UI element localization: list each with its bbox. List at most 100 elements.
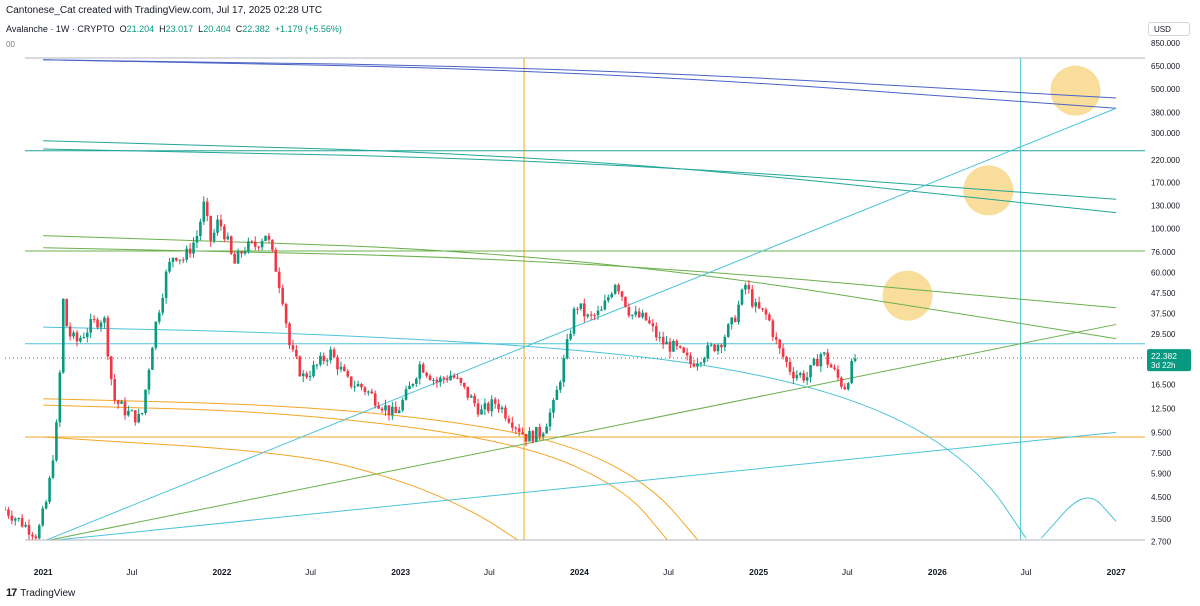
candle-223	[768, 312, 771, 322]
candle-170	[586, 313, 590, 319]
candle-137	[473, 393, 476, 407]
candle-158	[545, 423, 548, 434]
y-tick-label-11: 47.500	[1151, 289, 1176, 298]
candle-32	[113, 373, 116, 405]
trend-line-0	[45, 107, 1117, 540]
high-value: 23.017	[165, 24, 194, 34]
candle-body	[370, 391, 374, 394]
candle-body	[565, 339, 569, 359]
candle-body	[55, 422, 58, 461]
footer-brand[interactable]: 17 TradingView	[6, 587, 75, 599]
candle-71	[247, 237, 250, 254]
candle-132	[456, 373, 459, 380]
y-tick-label-9: 76.000	[1151, 248, 1176, 257]
candle-body	[538, 426, 542, 437]
candle-body	[17, 518, 21, 520]
candle-202	[696, 358, 699, 371]
candle-1	[7, 506, 10, 519]
candle-body	[617, 284, 620, 292]
candle-13	[48, 475, 51, 505]
candle-body	[644, 312, 648, 321]
candle-body	[699, 362, 703, 364]
candle-29	[103, 316, 106, 329]
arc-curve-8	[43, 398, 699, 540]
candle-133	[459, 377, 463, 386]
candle-body	[236, 251, 240, 264]
candle-body	[586, 314, 590, 317]
candle-213	[733, 315, 737, 323]
candle-69	[240, 250, 243, 258]
candle-body	[72, 332, 75, 337]
candle-149	[514, 426, 518, 435]
symbol-title[interactable]: Avalanche · 1W · CRYPTO	[6, 24, 115, 34]
y-tick-label-20: 3.500	[1151, 515, 1172, 524]
candle-body	[373, 393, 377, 406]
candle-244	[840, 376, 843, 390]
candle-189	[651, 319, 655, 332]
candle-21	[75, 329, 79, 347]
candle-body	[123, 401, 127, 416]
candle-19	[68, 322, 72, 341]
candle-205	[706, 341, 710, 362]
candle-77	[267, 233, 271, 244]
y-tick-label-6: 170.000	[1151, 178, 1180, 187]
candle-body	[24, 524, 27, 527]
candle-body	[624, 296, 627, 307]
candle-131	[452, 373, 456, 380]
candle-body	[435, 379, 439, 383]
candle-body	[819, 354, 823, 367]
candle-230	[792, 367, 795, 385]
candle-body	[277, 271, 281, 288]
candle-body	[816, 358, 819, 367]
candle-body	[394, 406, 398, 414]
candle-171	[589, 311, 593, 321]
candle-107	[370, 388, 374, 394]
candle-body	[658, 336, 662, 338]
candle-53	[185, 245, 188, 263]
candle-body	[391, 406, 394, 416]
candle-219	[754, 298, 757, 313]
candle-193	[665, 335, 668, 345]
candle-184	[634, 305, 638, 318]
candle-body	[51, 460, 55, 478]
candle-177	[610, 291, 614, 299]
candle-body	[151, 347, 154, 370]
candle-body	[596, 310, 600, 316]
candle-18	[65, 298, 69, 327]
candle-body	[325, 360, 329, 362]
candle-body	[531, 430, 535, 442]
candle-body	[809, 365, 812, 378]
candle-body	[44, 501, 48, 509]
candle-body	[548, 412, 552, 427]
candle-190	[654, 322, 658, 341]
candle-body	[301, 373, 305, 377]
candle-164	[565, 333, 569, 360]
candle-body	[346, 371, 350, 377]
candle-body	[48, 477, 51, 502]
candle-body	[144, 389, 147, 414]
candle-body	[692, 363, 696, 367]
candle-125	[432, 377, 435, 386]
candle-body	[812, 358, 816, 366]
candle-body	[281, 287, 284, 305]
candle-body	[339, 366, 343, 370]
candle-body	[757, 302, 761, 309]
candle-body	[689, 355, 692, 364]
candle-136	[469, 393, 473, 398]
candle-187	[644, 312, 648, 322]
candle-24	[85, 328, 89, 343]
currency-selector[interactable]: USD	[1148, 22, 1190, 36]
candle-45	[157, 309, 161, 325]
candle-46	[161, 293, 164, 316]
candle-10	[37, 523, 41, 540]
candle-44	[154, 321, 158, 351]
candle-body	[552, 399, 555, 413]
candle-88	[305, 371, 308, 380]
candle-35	[123, 397, 127, 420]
candle-body	[353, 386, 356, 388]
candle-body	[41, 508, 45, 526]
candle-14	[51, 454, 55, 480]
candle-body	[322, 355, 326, 361]
candle-body	[202, 201, 206, 222]
